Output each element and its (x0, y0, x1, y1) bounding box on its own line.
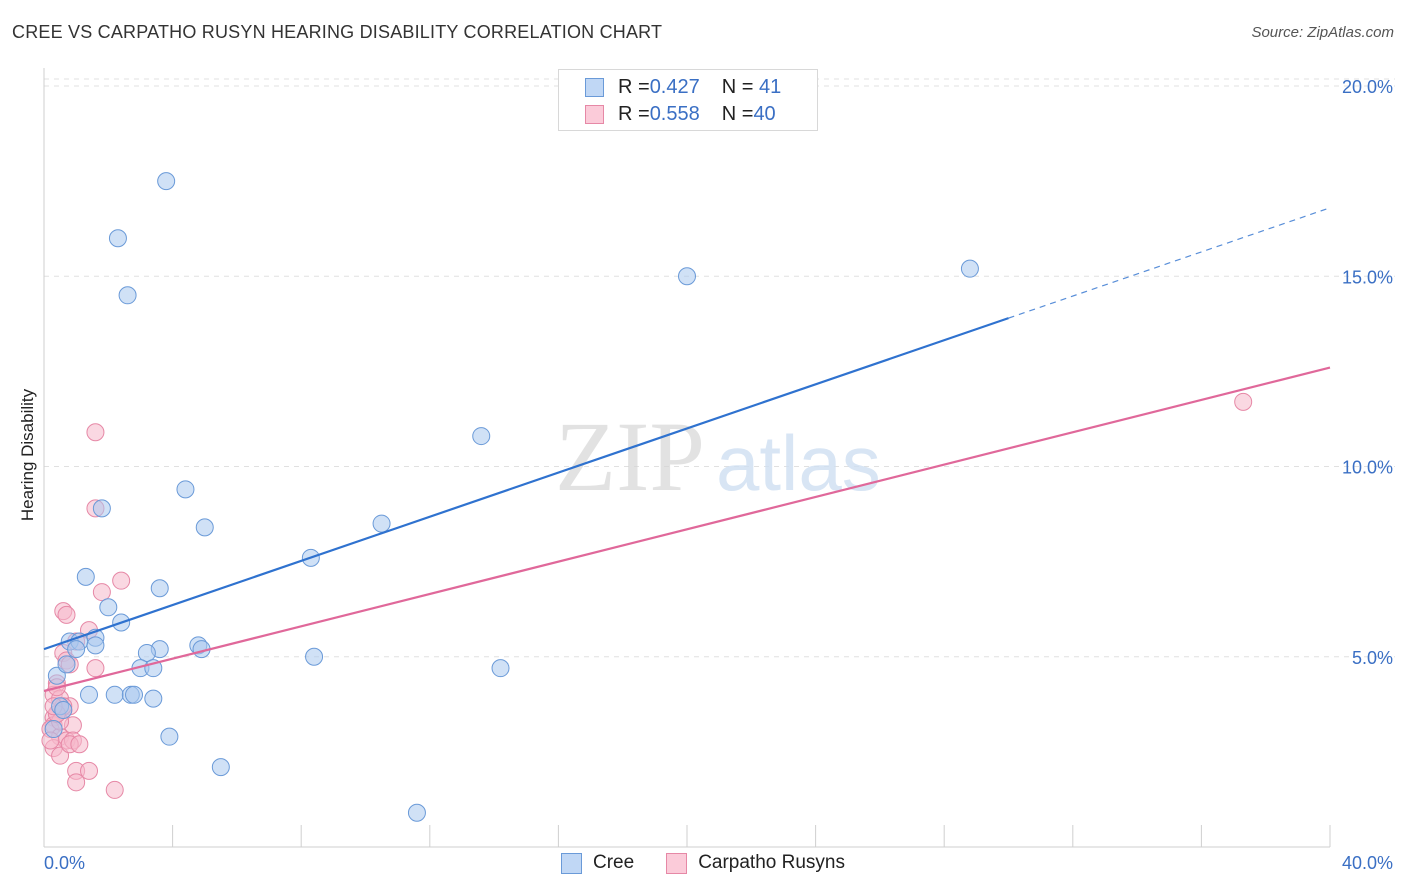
x-tick-label: 0.0% (44, 853, 85, 873)
carpatho-point (112, 571, 131, 590)
cree-points (44, 172, 979, 822)
cree-point (57, 655, 76, 674)
legend-r-label: R = (618, 102, 650, 125)
carpatho-point (1234, 392, 1253, 411)
cree-trend-line (43, 317, 1009, 651)
cree-point (118, 286, 137, 305)
cree-point (67, 640, 86, 659)
cree-point (372, 514, 391, 533)
legend-row-cree: R = 0.427 N = 41 (585, 74, 781, 100)
series-label-carpatho: Carpatho Rusyns (698, 852, 845, 873)
cree-point (157, 172, 176, 191)
y-tick-label: 20.0% (1342, 77, 1393, 97)
series-legend: Cree Carpatho Rusyns (0, 852, 1406, 874)
cree-point (176, 480, 195, 499)
watermark-zip: ZIP (555, 401, 705, 512)
cree-point (144, 689, 163, 708)
cree-point (108, 229, 127, 248)
watermark: ZIP atlas (555, 401, 881, 512)
cree-point (92, 499, 111, 518)
chart-title: CREE VS CARPATHO RUSYN HEARING DISABILIT… (12, 22, 663, 42)
axes (43, 68, 1331, 848)
cree-point (491, 659, 510, 678)
carpatho-point (86, 659, 105, 678)
legend-r-value: 0.427 (649, 75, 700, 98)
cree-point (137, 643, 156, 662)
legend-swatch-cree (585, 77, 604, 97)
series-swatch-cree (561, 852, 582, 874)
legend-n-value: 40 (753, 102, 776, 125)
series-legend-carpatho: Carpatho Rusyns (666, 852, 845, 874)
carpatho-point (57, 605, 76, 624)
trend-lines (43, 207, 1331, 693)
carpatho-point (92, 583, 111, 602)
legend-row-carpatho: R = 0.558 N = 40 (585, 101, 776, 127)
cree-point (195, 518, 214, 537)
cree-point (211, 758, 230, 777)
correlation-legend: R = 0.427 N = 41 R = 0.558 N = 40 (558, 69, 818, 131)
cree-point (54, 701, 73, 720)
y-tick-label: 10.0% (1342, 458, 1393, 478)
carpatho-point (105, 780, 124, 799)
x-tick-label: 40.0% (1342, 853, 1393, 873)
cree-point (150, 579, 169, 598)
cree-point (407, 803, 426, 822)
cree-point (80, 685, 99, 704)
carpatho-point (70, 735, 89, 754)
carpatho-point (80, 761, 99, 780)
legend-r-value: 0.558 (649, 102, 700, 125)
y-tick-label: 15.0% (1342, 267, 1393, 287)
legend-swatch-carpatho (585, 104, 604, 124)
carpatho-point (67, 773, 86, 792)
y-tick-label: 5.0% (1352, 648, 1393, 668)
cree-point (960, 259, 979, 278)
cree-point (125, 685, 144, 704)
tick-labels: 5.0% 10.0% 15.0% 20.0% 0.0% 40.0% (44, 77, 1393, 873)
cree-point (105, 685, 124, 704)
watermark-atlas: atlas (716, 419, 881, 507)
source-label: Source: ZipAtlas.com (1251, 24, 1394, 41)
legend-n-label: N = (721, 75, 754, 98)
series-swatch-carpatho (666, 852, 688, 874)
cree-point (678, 267, 696, 286)
cree-point (305, 647, 324, 666)
series-label-cree: Cree (593, 852, 635, 873)
legend-n-value: 41 (753, 75, 782, 98)
cree-point (160, 727, 179, 746)
series-legend-cree: Cree (561, 852, 634, 874)
cree-point (86, 636, 105, 655)
y-axis-label: Hearing Disability (18, 388, 37, 522)
carpatho-point (86, 423, 105, 442)
cree-point (472, 427, 491, 446)
legend-r-label: R = (618, 75, 650, 98)
cree-point (76, 567, 95, 586)
cree-point (99, 598, 118, 617)
cree-point (44, 720, 63, 739)
grid-lines (44, 78, 1395, 658)
legend-n-label: N = (721, 102, 754, 125)
carpatho-trend-line (43, 366, 1331, 693)
cree-trend-extension (1008, 207, 1331, 319)
